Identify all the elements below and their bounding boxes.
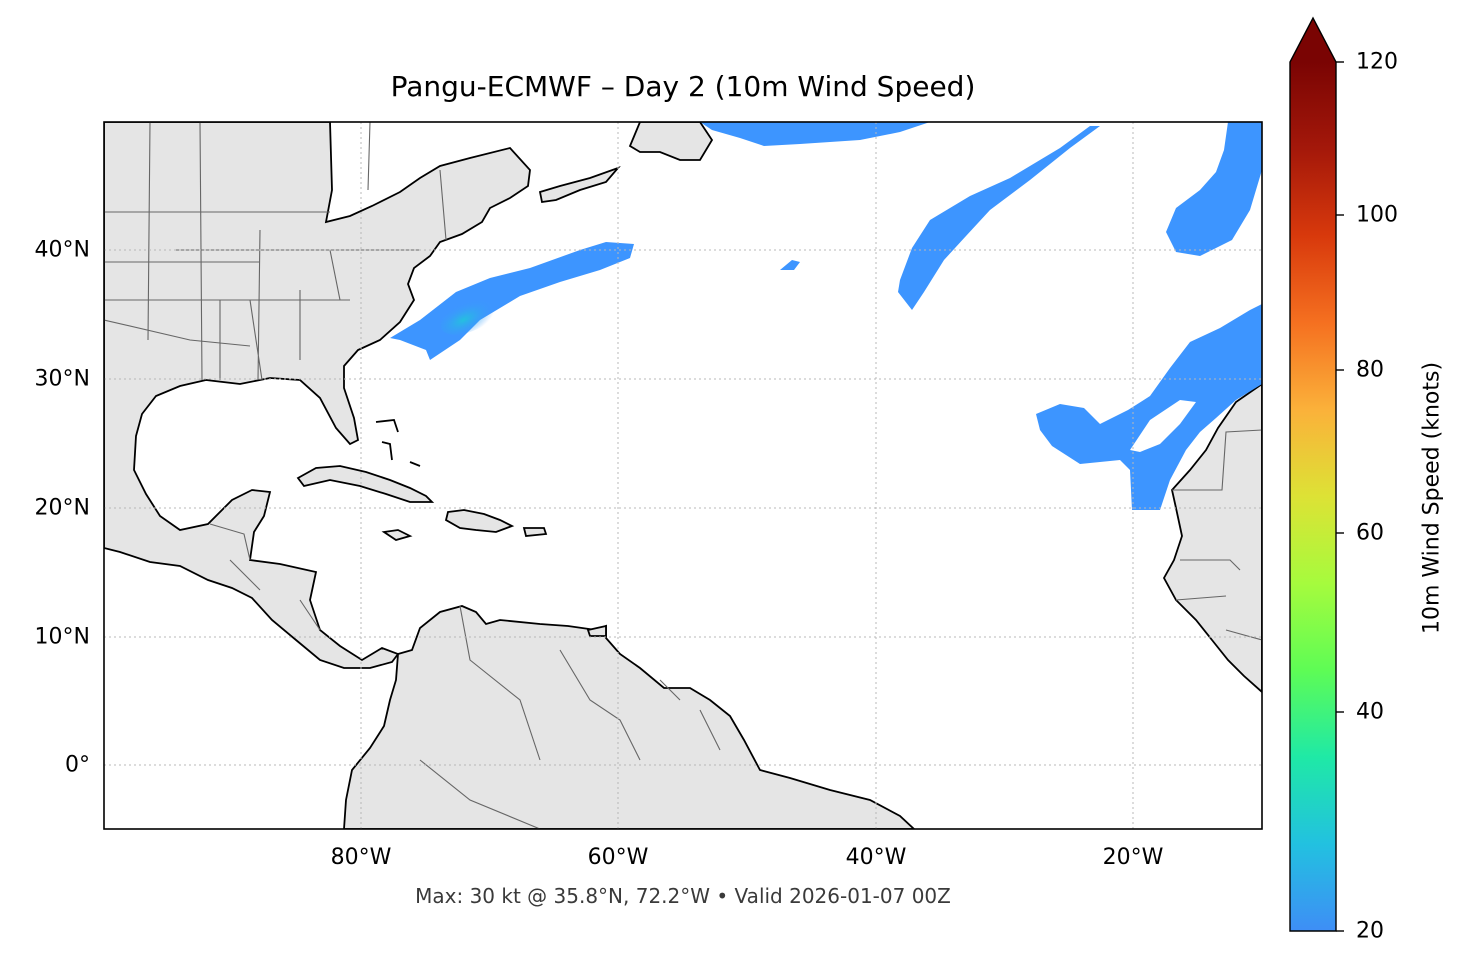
map-frame	[103, 121, 1263, 830]
colorbar-outline	[1289, 16, 1337, 932]
colorbar	[1289, 16, 1344, 932]
lon-label-80w: 80°W	[330, 845, 392, 870]
island-newfoundland	[628, 122, 714, 161]
island-jamaica	[381, 529, 413, 541]
colorbar-tick-120: 120	[1356, 49, 1398, 75]
colorbar-ramp	[1290, 62, 1336, 931]
colorbar-tick-100: 100	[1356, 202, 1398, 228]
colorbar-tick-40: 40	[1356, 699, 1384, 725]
wind-region-small	[780, 260, 800, 270]
lat-label-10n: 10°N	[34, 624, 90, 650]
wind-region-northeast	[1166, 122, 1262, 256]
wind-core-gulf-stream	[440, 293, 504, 335]
colorbar-tick-20: 20	[1356, 918, 1384, 944]
colorbar-extend-arrow	[1290, 18, 1336, 62]
land-africa	[1162, 382, 1262, 694]
island-bahamas	[375, 419, 421, 467]
lat-label-0: 0°	[65, 752, 90, 778]
land-north-america	[104, 122, 531, 669]
gridlines	[104, 122, 1262, 829]
map-title: Pangu-ECMWF – Day 2 (10m Wind Speed)	[390, 70, 976, 103]
border-lines	[104, 122, 1262, 829]
land-nova-scotia	[538, 166, 621, 204]
wind-regions	[390, 122, 1262, 510]
wind-region-mid-atlantic	[898, 126, 1100, 310]
lat-label-30n: 30°N	[34, 366, 90, 392]
island-hispaniola	[444, 509, 515, 533]
wind-region-gap	[1130, 400, 1196, 452]
lat-label-20n: 20°N	[34, 495, 90, 521]
colorbar-label: 10m Wind Speed (knots)	[1419, 361, 1445, 635]
colorbar-tick-60: 60	[1356, 520, 1384, 546]
lon-label-20w: 20°W	[1102, 845, 1164, 870]
colorbar-tick-80: 80	[1356, 357, 1384, 383]
island-puerto-rico	[522, 527, 548, 537]
lon-label-40w: 40°W	[845, 845, 907, 870]
island-trinidad	[586, 624, 607, 637]
map-footer: Max: 30 kt @ 35.8°N, 72.2°W • Valid 2026…	[415, 884, 951, 908]
wind-region-top	[700, 122, 930, 146]
wind-region-azores	[1036, 304, 1262, 510]
wind-region-gulf-stream	[390, 242, 634, 360]
land-south-america	[343, 605, 916, 829]
lat-label-40n: 40°N	[34, 237, 90, 263]
lon-label-60w: 60°W	[587, 845, 649, 870]
island-cuba	[296, 465, 435, 503]
